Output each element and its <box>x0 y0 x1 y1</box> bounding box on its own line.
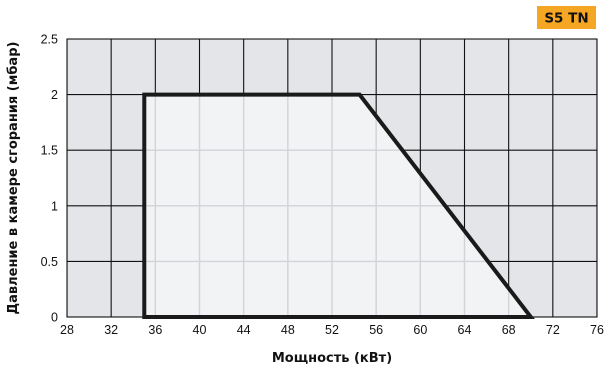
x-tick-label: 36 <box>148 323 162 337</box>
y-tick-label: 1.5 <box>41 144 58 158</box>
model-badge-label: S5 TN <box>544 11 588 27</box>
x-tick-label: 76 <box>590 323 604 337</box>
x-tick-label: 44 <box>237 323 251 337</box>
model-badge-background <box>537 6 596 29</box>
x-tick-label: 56 <box>369 323 383 337</box>
y-axis-ticks: 0 0.5 1 1.5 2 2.5 <box>41 33 58 325</box>
operating-region-line <box>142 92 535 319</box>
y-tick-label: 0 <box>51 311 58 325</box>
x-tick-label: 60 <box>413 323 427 337</box>
model-badge: S5 TN <box>537 6 596 29</box>
x-axis-ticks: 28 32 36 40 44 48 52 56 60 64 68 72 76 <box>60 323 604 337</box>
x-tick-label: 40 <box>193 323 207 337</box>
y-tick-label: 1 <box>51 199 58 213</box>
x-tick-label: 64 <box>458 323 472 337</box>
x-tick-label: 32 <box>104 323 118 337</box>
y-axis-label: Давление в камере сгорания (мбар) <box>6 42 21 315</box>
x-tick-label: 72 <box>546 323 560 337</box>
operating-region-outline <box>142 92 535 319</box>
y-tick-label: 2 <box>51 88 58 102</box>
x-tick-label: 48 <box>281 323 295 337</box>
x-tick-label: 68 <box>502 323 516 337</box>
x-axis-label: Мощность (кВт) <box>272 351 392 366</box>
x-tick-label: 28 <box>60 323 74 337</box>
y-tick-label: 0.5 <box>41 255 58 269</box>
y-tick-label: 2.5 <box>41 33 58 47</box>
x-tick-label: 52 <box>325 323 339 337</box>
